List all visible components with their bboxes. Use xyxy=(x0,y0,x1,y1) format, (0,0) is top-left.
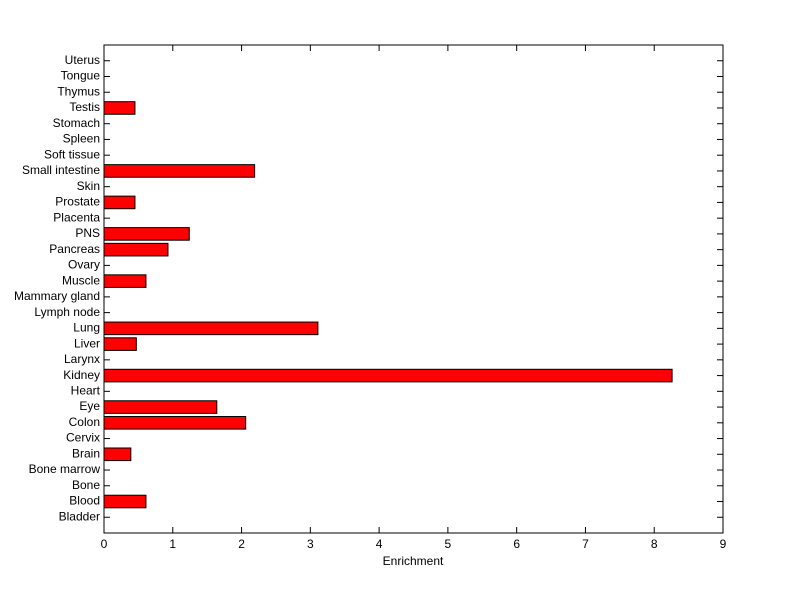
bar xyxy=(103,321,319,336)
bar xyxy=(103,274,147,288)
x-tick-label: 9 xyxy=(720,537,727,551)
y-tick-label: Blood xyxy=(69,494,100,508)
x-tick-label: 6 xyxy=(513,537,520,551)
y-tick-label: Spleen xyxy=(63,132,100,146)
y-tick-label: Stomach xyxy=(53,116,100,130)
y-tick-label: Bone xyxy=(72,478,100,492)
y-tick-label: Brain xyxy=(72,446,100,460)
x-tick-label: 0 xyxy=(101,537,108,551)
y-tick-label: Placenta xyxy=(53,210,100,224)
x-tick-label: 5 xyxy=(445,537,452,551)
y-tick-label: Kidney xyxy=(63,368,100,382)
y-tick-label: Liver xyxy=(74,336,100,350)
x-tick-label: 7 xyxy=(582,537,589,551)
bar xyxy=(103,494,147,509)
bar xyxy=(103,337,137,351)
plot-frame xyxy=(103,44,724,534)
x-tick-label: 2 xyxy=(238,537,245,551)
bar xyxy=(103,195,136,210)
bar xyxy=(103,368,673,383)
y-tick-label: Prostate xyxy=(55,195,100,209)
x-tick-label: 1 xyxy=(169,537,176,551)
y-tick-label: Heart xyxy=(71,383,101,397)
y-tick-label: Tongue xyxy=(61,69,101,83)
y-tick-label: Cervix xyxy=(66,431,100,445)
bar xyxy=(103,416,247,430)
y-tick-label: Ovary xyxy=(68,258,100,272)
y-tick-label: Muscle xyxy=(62,273,100,287)
x-tick-label: 4 xyxy=(376,537,383,551)
y-tick-label: Thymus xyxy=(57,84,100,98)
bar xyxy=(103,164,256,178)
y-tick-label: Skin xyxy=(77,179,100,193)
bar xyxy=(103,101,136,115)
bar xyxy=(103,227,190,241)
bar xyxy=(103,447,132,462)
y-tick-label: Uterus xyxy=(65,53,100,67)
y-tick-label: Colon xyxy=(69,415,100,429)
y-tick-label: Pancreas xyxy=(49,242,100,256)
y-tick-label: Mammary gland xyxy=(14,289,100,303)
y-tick-label: Bone marrow xyxy=(29,462,101,476)
y-tick-label: Eye xyxy=(79,399,100,413)
y-tick-label: Larynx xyxy=(64,352,100,366)
x-tick-label: 3 xyxy=(307,537,314,551)
x-tick-label: 8 xyxy=(651,537,658,551)
y-tick-label: PNS xyxy=(75,226,100,240)
y-tick-label: Small intestine xyxy=(22,163,100,177)
y-tick-label: Lung xyxy=(73,321,100,335)
bar xyxy=(103,400,218,414)
bar xyxy=(103,242,169,257)
y-tick-label: Soft tissue xyxy=(44,147,100,161)
y-tick-label: Testis xyxy=(69,100,100,114)
x-axis-label: Enrichment xyxy=(383,554,444,568)
y-tick-label: Bladder xyxy=(59,509,100,523)
y-tick-label: Lymph node xyxy=(34,305,100,319)
